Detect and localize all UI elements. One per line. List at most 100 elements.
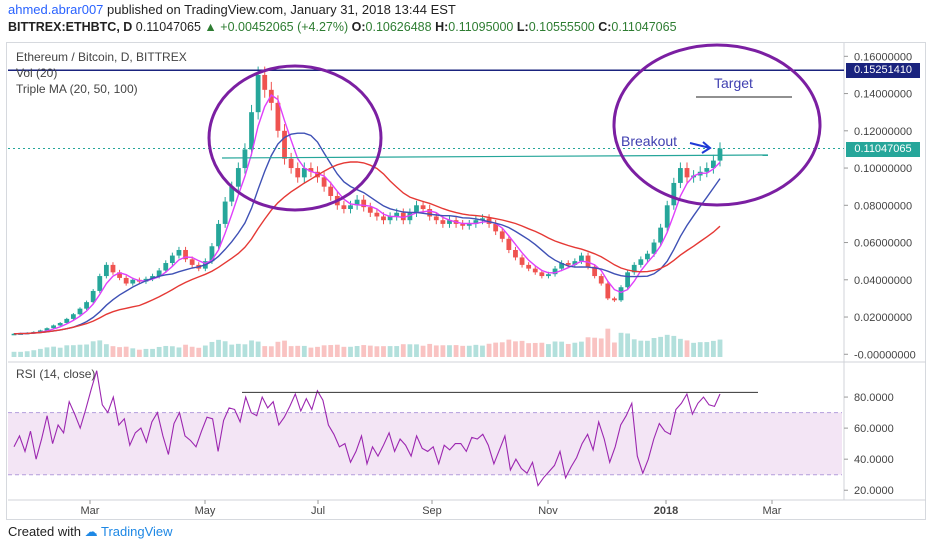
candle-body [381,216,386,221]
volume-bar [354,346,360,357]
price-pane-title: Ethereum / Bitcoin, D, BITTREX [16,50,187,64]
volume-bar [664,334,670,357]
candle-body [539,272,545,277]
volume-bar [110,346,116,357]
volume-bar [348,346,353,357]
candle-body [183,249,188,260]
volume-bar [513,341,518,357]
rsi-tick-label: 80.0000 [854,392,894,404]
volume-bar [84,344,89,357]
volume-bar [288,346,294,357]
volume-bar [44,347,50,357]
volume-bar [301,345,307,357]
candle-body [84,302,89,309]
candle-body [37,330,43,332]
volume-bar [156,346,162,357]
candle-body [341,205,347,210]
volume-bar [31,350,37,357]
candle-body [387,216,393,221]
ma-label: Triple MA (20, 50, 100) [16,82,138,96]
volume-bar [255,341,261,357]
candle-body [295,168,301,178]
candle-body [585,255,591,267]
volume-bar [209,341,215,357]
published-text: published on TradingView.com, January 31… [107,2,456,17]
rsi-tick-label: 20.0000 [854,485,894,497]
candle-body [506,238,512,250]
candle-body [288,158,294,169]
candle-body [684,168,690,178]
candle-body [301,168,307,178]
candle-body [407,212,413,221]
volume-bar [11,351,17,357]
created-with-text: Created with [8,524,81,539]
candle-body [717,148,723,161]
chart-frame [6,42,926,520]
tradingview-brand[interactable]: TradingView [101,524,173,539]
volume-bar [651,338,657,357]
candle-body [11,333,17,336]
candle-body [77,308,83,315]
volume-bar [427,343,433,357]
candle-body [466,223,472,226]
volume-bar [671,335,677,357]
candle-body [559,263,565,269]
candle-body [513,249,518,258]
volume-bar [704,342,710,357]
candle-body [612,298,617,301]
price-tick-label: 0.14000000 [854,89,912,101]
price-tick-label: 0.08000000 [854,200,912,212]
candle-body [519,257,525,265]
volume-bar [275,341,281,357]
volume-bar [453,345,459,357]
volume-bar [249,340,254,357]
ohlc-line: BITTREX:ETHBTC, D 0.11047065 ▲ +0.004520… [8,20,677,34]
volume-bar [24,351,30,357]
volume-bar [18,351,23,357]
rsi-pane-title: RSI (14, close) [16,367,96,381]
candle-body [255,74,261,113]
candle-body [169,255,175,264]
tradingview-logo-icon[interactable]: ☁ [84,524,98,539]
volume-bar [387,346,393,357]
volume-bar [341,346,347,357]
candle-body [552,268,558,275]
last-price-text: 0.11047065 [135,20,201,34]
volume-bar [334,344,340,357]
high-label: H: [435,20,449,34]
volume-bar [222,341,228,357]
price-tick-label: 0.04000000 [854,275,912,287]
ma-50-line [13,132,721,335]
candle-body [671,182,677,206]
price-tick-label: 0.12000000 [854,126,912,138]
time-tick-label: Sep [422,505,442,517]
volume-bar [229,344,235,357]
volume-bar [37,348,43,357]
time-tick-label: 2018 [654,505,678,517]
volume-bar [579,341,584,357]
candle-body [374,212,380,217]
candle-body [598,276,604,284]
candle-body [189,259,195,265]
price-tick-label: 0.16000000 [854,51,912,63]
volume-bar [711,340,716,357]
candle-body [460,223,466,226]
author-link[interactable]: ahmed.abrar007 [8,2,104,17]
candle-body [275,102,281,131]
candle-body [348,205,353,210]
candle-body [447,220,452,224]
volume-bar [90,341,96,357]
volume-bar [447,345,452,357]
rsi-band [8,412,842,475]
candle-body [480,218,485,221]
volume-bar [585,337,591,357]
candle-body [394,212,400,217]
breakout-arrow-icon [689,141,712,154]
rsi-line [13,370,721,487]
candle-body [658,227,664,243]
candle-body [64,318,70,323]
volume-bar [598,338,604,357]
volume-bar [658,336,664,357]
volume-bar [374,346,380,357]
